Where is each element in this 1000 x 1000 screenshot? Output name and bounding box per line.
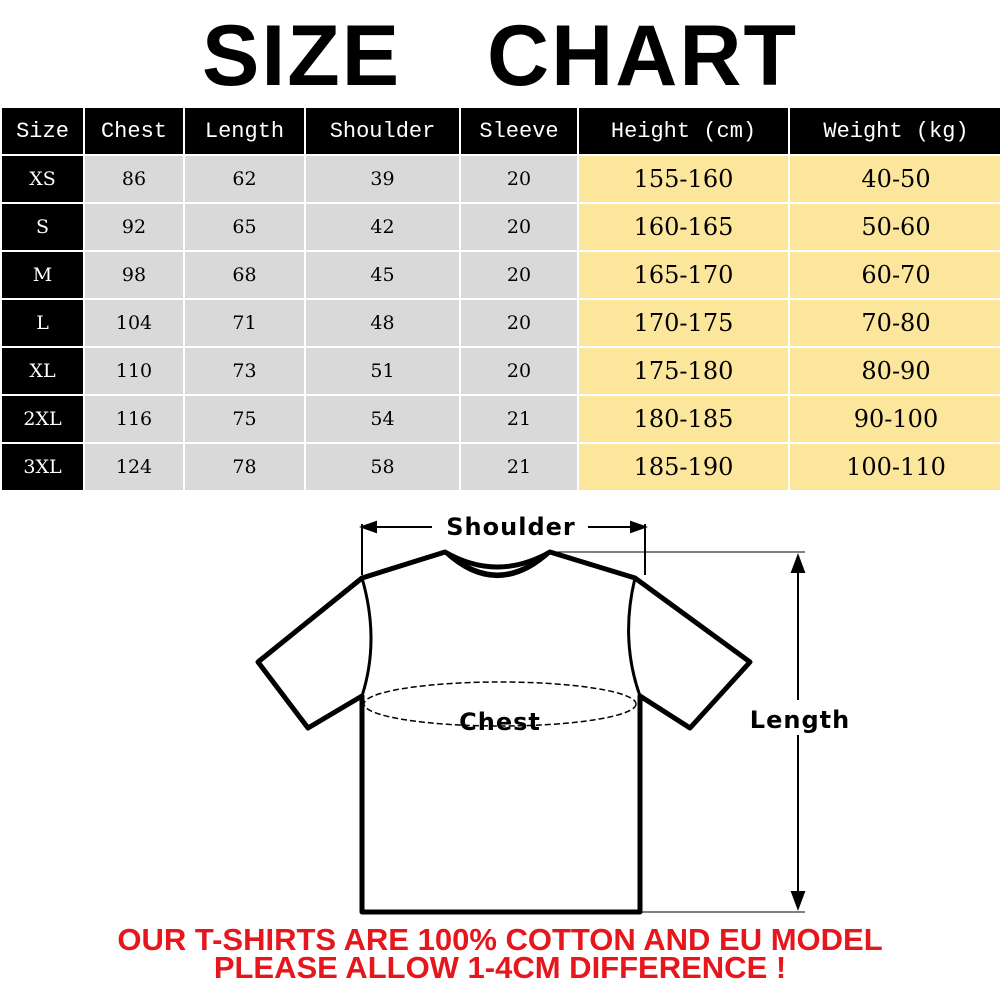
table-cell: 104: [85, 300, 183, 348]
table-cell: 45: [306, 252, 459, 300]
table-cell: 51: [306, 348, 459, 396]
tshirt-diagram: Shoulder Chest Length: [255, 513, 853, 915]
table-cell: 78: [185, 444, 304, 492]
column-header: Weight (kg): [790, 108, 1000, 156]
size-cell: 2XL: [2, 396, 83, 444]
table-cell: 40-50: [790, 156, 1000, 204]
chest-ellipse: [363, 681, 637, 727]
table-cell: 86: [85, 156, 183, 204]
table-cell: 20: [461, 252, 577, 300]
size-cell: XL: [2, 348, 83, 396]
size-cell: L: [2, 300, 83, 348]
size-cell: XS: [2, 156, 83, 204]
column-header: Shoulder: [306, 108, 459, 156]
column-header: Sleeve: [461, 108, 577, 156]
table-row: XL 110 73 51 20 175-180 80-90: [2, 348, 1000, 396]
column-header: Height (cm): [579, 108, 788, 156]
table-cell: 20: [461, 348, 577, 396]
table-cell: 54: [306, 396, 459, 444]
table-cell: 20: [461, 300, 577, 348]
table-cell: 90-100: [790, 396, 1000, 444]
table-cell: 180-185: [579, 396, 788, 444]
table-cell: 58: [306, 444, 459, 492]
table-row: 2XL 116 75 54 21 180-185 90-100: [2, 396, 1000, 444]
column-header: Size: [2, 108, 83, 156]
header-row: Size Chest Length Shoulder Sleeve Height (cm)…: [2, 108, 1000, 156]
size-cell: S: [2, 204, 83, 252]
size-cell: 3XL: [2, 444, 83, 492]
table-cell: 116: [85, 396, 183, 444]
table-cell: 124: [85, 444, 183, 492]
table-cell: 20: [461, 156, 577, 204]
length-label: Length: [750, 706, 850, 734]
table-cell: 160-165: [579, 204, 788, 252]
footer-line-1: OUR T-SHIRTS ARE 100% COTTON AND EU MODE…: [117, 922, 883, 957]
table-cell: 110: [85, 348, 183, 396]
table-cell: 185-190: [579, 444, 788, 492]
table-row: M 98 68 45 20 165-170 60-70: [2, 252, 1000, 300]
table-cell: 21: [461, 396, 577, 444]
tshirt-outline-icon: [255, 549, 753, 915]
table-cell: 165-170: [579, 252, 788, 300]
length-arrow-icon: [550, 551, 806, 913]
table-cell: 48: [306, 300, 459, 348]
table-row: S 92 65 42 20 160-165 50-60: [2, 204, 1000, 252]
table-cell: 98: [85, 252, 183, 300]
shoulder-arrow-icon: [359, 520, 648, 575]
chest-label: Chest: [459, 708, 541, 736]
table-cell: 65: [185, 204, 304, 252]
column-header: Chest: [85, 108, 183, 156]
table-row: 3XL 124 78 58 21 185-190 100-110: [2, 444, 1000, 492]
table-cell: 20: [461, 204, 577, 252]
table-cell: 21: [461, 444, 577, 492]
footer-notice: OUR T-SHIRTS ARE 100% COTTON AND EU MODE…: [0, 922, 1000, 985]
table-cell: 68: [185, 252, 304, 300]
table-cell: 60-70: [790, 252, 1000, 300]
table-cell: 71: [185, 300, 304, 348]
table-cell: 70-80: [790, 300, 1000, 348]
table-row: L 104 71 48 20 170-175 70-80: [2, 300, 1000, 348]
table-cell: 39: [306, 156, 459, 204]
table-cell: 50-60: [790, 204, 1000, 252]
table-cell: 75: [185, 396, 304, 444]
page-title: SIZE CHART: [202, 8, 798, 104]
table-cell: 80-90: [790, 348, 1000, 396]
table-row: XS 86 62 39 20 155-160 40-50: [2, 156, 1000, 204]
size-cell: M: [2, 252, 83, 300]
table-cell: 170-175: [579, 300, 788, 348]
shoulder-label: Shoulder: [446, 513, 575, 541]
table-cell: 100-110: [790, 444, 1000, 492]
footer-line-2: PLEASE ALLOW 1-4CM DIFFERENCE !: [213, 950, 787, 985]
table-cell: 73: [185, 348, 304, 396]
table-cell: 92: [85, 204, 183, 252]
size-table: Size Chest Length Shoulder Sleeve Height (cm)…: [0, 108, 1000, 492]
table-cell: 42: [306, 204, 459, 252]
column-header: Length: [185, 108, 304, 156]
table-cell: 175-180: [579, 348, 788, 396]
table-cell: 62: [185, 156, 304, 204]
table-cell: 155-160: [579, 156, 788, 204]
